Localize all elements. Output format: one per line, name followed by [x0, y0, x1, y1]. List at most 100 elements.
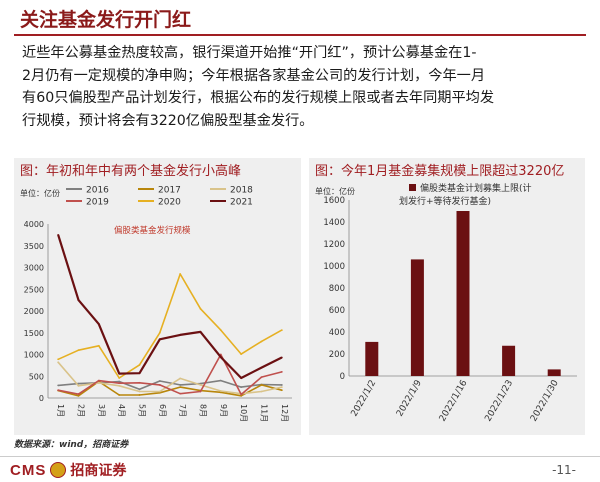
data-point: [57, 361, 60, 364]
y-tick-label: 3500: [24, 242, 44, 251]
data-point: [260, 366, 263, 369]
legend-label: 2018: [230, 186, 253, 196]
y-tick-label: 2000: [24, 307, 44, 316]
data-point: [118, 380, 121, 383]
y-tick-label: 1200: [323, 240, 345, 250]
data-point: [97, 381, 100, 384]
x-tick-label: 4月: [117, 404, 126, 417]
x-tick-label: 11月: [260, 404, 269, 422]
x-tick-label: 1月: [56, 404, 65, 417]
title-underline: [14, 34, 586, 36]
series-line-2019: [58, 353, 282, 396]
data-point: [219, 390, 222, 392]
x-tick-label: 8月: [199, 404, 208, 417]
intro-line: 行规模，预计将会有3220亿偏股型基金发行。: [22, 112, 314, 129]
data-point: [179, 384, 182, 386]
x-tick-label: 5月: [138, 404, 147, 417]
intro-line: 有60只偏股型产品计划发行，根据公布的发行规模上限或者去年同期平均发: [22, 90, 495, 106]
legend-swatch: [409, 184, 416, 191]
data-point: [240, 393, 243, 396]
data-point: [280, 329, 283, 332]
data-point: [138, 394, 141, 396]
x-tick-label: 2022/1/2: [350, 379, 379, 419]
legend-label: 2021: [230, 198, 253, 208]
bar: [502, 345, 516, 376]
data-point: [57, 389, 60, 392]
data-point: [260, 390, 263, 393]
bar: [410, 259, 424, 376]
data-point: [57, 358, 60, 361]
legend-label: 偏股类基金计划募集上限(计划发行+等待发行基金): [399, 182, 532, 207]
series-line-2020: [57, 273, 283, 379]
data-point: [280, 386, 283, 389]
data-point: [138, 381, 141, 384]
data-point: [199, 384, 202, 386]
y-tick-label: 800: [329, 284, 345, 294]
data-point: [118, 394, 121, 396]
bar: [547, 369, 561, 376]
x-tick-label: 9月: [219, 404, 228, 417]
data-point: [118, 372, 121, 375]
data-point: [77, 393, 80, 395]
legend-label: 2017: [158, 186, 181, 196]
y-tick-label: 0: [39, 394, 44, 403]
y-tick-label: 1600: [323, 196, 345, 206]
bar-chart: 单位：亿份 偏股类基金计划募集上限(计划发行+等待发行基金) 0 200 400 600 8…: [315, 182, 577, 423]
x-tick-label: 10月: [239, 404, 248, 422]
legend-label: 2020: [158, 198, 181, 208]
logo-emblem-icon: [50, 462, 67, 478]
data-point: [280, 371, 283, 373]
y-axis-unit: 单位：亿份: [20, 188, 60, 198]
y-tick-label: 3000: [24, 264, 44, 273]
x-tick-label: 12月: [280, 404, 289, 422]
data-point: [118, 377, 121, 379]
data-point: [219, 391, 222, 394]
footer-divider: [0, 456, 600, 457]
data-point: [179, 392, 182, 395]
data-point: [219, 329, 222, 332]
intro-paragraph: 近些年公募基金热度较高，银行渠道开始推“开门红”，预计公募基金在1- 2月仍有一…: [22, 42, 582, 132]
data-point: [179, 334, 182, 336]
data-point: [138, 372, 141, 375]
series-line-2021: [57, 234, 283, 380]
y-tick-label: 200: [329, 350, 345, 360]
data-point: [57, 233, 60, 236]
data-point: [240, 377, 243, 379]
x-tick-label: 7月: [178, 404, 187, 417]
data-point: [199, 307, 202, 310]
data-point: [199, 390, 202, 393]
data-point: [260, 376, 263, 379]
data-point: [179, 377, 182, 380]
data-point: [158, 380, 161, 382]
x-tick-label: 2022/1/16: [438, 378, 470, 423]
logo-latin: CMS: [10, 461, 47, 479]
data-point: [138, 364, 141, 366]
data-point: [77, 299, 80, 302]
data-point: [199, 330, 202, 333]
data-point: [77, 349, 80, 352]
y-tick-label: 4000: [24, 220, 44, 229]
data-point: [179, 273, 182, 275]
bar: [365, 341, 379, 376]
data-point: [280, 384, 283, 386]
data-point: [240, 353, 243, 355]
x-tick-label: 2月: [77, 404, 86, 417]
data-point: [77, 394, 80, 397]
legend-label: 2019: [86, 198, 109, 208]
y-tick-label: 600: [329, 306, 345, 316]
data-source: 数据来源：wind，招商证券: [14, 440, 129, 450]
data-point: [97, 323, 100, 325]
company-logo: CMS 招商证券: [10, 460, 126, 480]
data-point: [280, 356, 283, 359]
intro-line: 2月仍有一定规模的净申购；今年根据各家基金公司的发行计划，今年一月: [22, 67, 486, 84]
data-point: [240, 386, 243, 389]
y-tick-label: 500: [29, 372, 44, 381]
logo-chinese: 招商证券: [70, 463, 127, 479]
data-point: [57, 384, 60, 387]
data-point: [138, 388, 141, 391]
data-point: [77, 384, 80, 387]
data-point: [118, 382, 121, 385]
x-tick-label: 3月: [97, 404, 106, 417]
x-tick-label: 2022/1/9: [395, 378, 424, 418]
left-chart-title: 图：年初和年中有两个基金发行小高峰: [14, 158, 301, 180]
